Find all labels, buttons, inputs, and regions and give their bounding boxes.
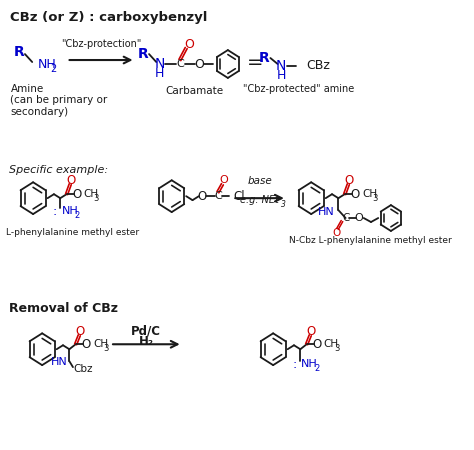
Text: Carbamate: Carbamate: [165, 86, 223, 96]
Text: L-phenylalanine methyl ester: L-phenylalanine methyl ester: [6, 228, 139, 237]
Text: 3: 3: [94, 194, 99, 202]
Text: O: O: [72, 188, 81, 201]
Text: CH: CH: [324, 339, 339, 349]
Text: O: O: [197, 190, 206, 203]
Text: e.g. NEt: e.g. NEt: [240, 195, 279, 205]
Text: 3: 3: [372, 194, 377, 202]
Text: N: N: [276, 59, 286, 73]
Text: 2: 2: [75, 211, 80, 220]
Text: O: O: [66, 174, 76, 187]
Text: H: H: [155, 68, 164, 81]
Text: :: :: [53, 205, 57, 218]
Text: 3: 3: [103, 344, 108, 353]
Text: R: R: [137, 47, 148, 61]
Text: Cbz: Cbz: [73, 364, 92, 374]
Text: CH: CH: [84, 189, 99, 199]
Text: O: O: [220, 176, 228, 185]
Text: Pd/C: Pd/C: [131, 325, 161, 338]
Text: O: O: [355, 213, 364, 223]
Text: C: C: [342, 213, 349, 223]
Text: H: H: [277, 69, 286, 82]
Text: H₂: H₂: [139, 335, 154, 348]
Text: O: O: [332, 228, 341, 238]
Text: R: R: [13, 45, 24, 59]
Text: O: O: [307, 325, 316, 338]
Text: :: :: [292, 358, 297, 371]
Text: R: R: [259, 51, 270, 65]
Text: NH: NH: [37, 58, 56, 72]
Text: O: O: [345, 174, 354, 187]
Text: "Cbz-protection": "Cbz-protection": [61, 39, 141, 49]
Text: =: =: [247, 53, 263, 72]
Text: CH: CH: [93, 339, 108, 349]
Text: Removal of CBz: Removal of CBz: [9, 302, 118, 315]
Text: Cl: Cl: [233, 190, 245, 203]
Text: base: base: [247, 176, 272, 186]
Text: CBz: CBz: [306, 59, 329, 72]
Text: C: C: [176, 59, 184, 69]
Text: N-Cbz L-phenylalanine methyl ester: N-Cbz L-phenylalanine methyl ester: [290, 236, 452, 245]
Text: O: O: [350, 188, 359, 201]
Text: O: O: [81, 338, 90, 351]
Text: HN: HN: [51, 357, 67, 367]
Text: 3: 3: [281, 200, 286, 209]
Text: Amine
(can be primary or
secondary): Amine (can be primary or secondary): [10, 84, 108, 117]
Text: C: C: [214, 191, 222, 201]
Text: CH: CH: [362, 189, 377, 199]
Text: CBz (or Z) : carboxybenzyl: CBz (or Z) : carboxybenzyl: [10, 11, 208, 24]
Text: O: O: [75, 325, 85, 338]
Text: Specific example:: Specific example:: [9, 165, 108, 176]
Text: NH: NH: [301, 359, 318, 369]
Text: 2: 2: [314, 364, 319, 373]
Text: NH: NH: [62, 206, 79, 216]
Text: HN: HN: [318, 207, 335, 217]
Text: O: O: [312, 338, 321, 351]
Text: 3: 3: [334, 344, 339, 353]
Text: O: O: [184, 38, 194, 50]
Text: N: N: [155, 57, 165, 71]
Text: "Cbz-protected" amine: "Cbz-protected" amine: [243, 84, 354, 94]
Text: O: O: [194, 58, 204, 71]
Text: 2: 2: [50, 64, 56, 74]
